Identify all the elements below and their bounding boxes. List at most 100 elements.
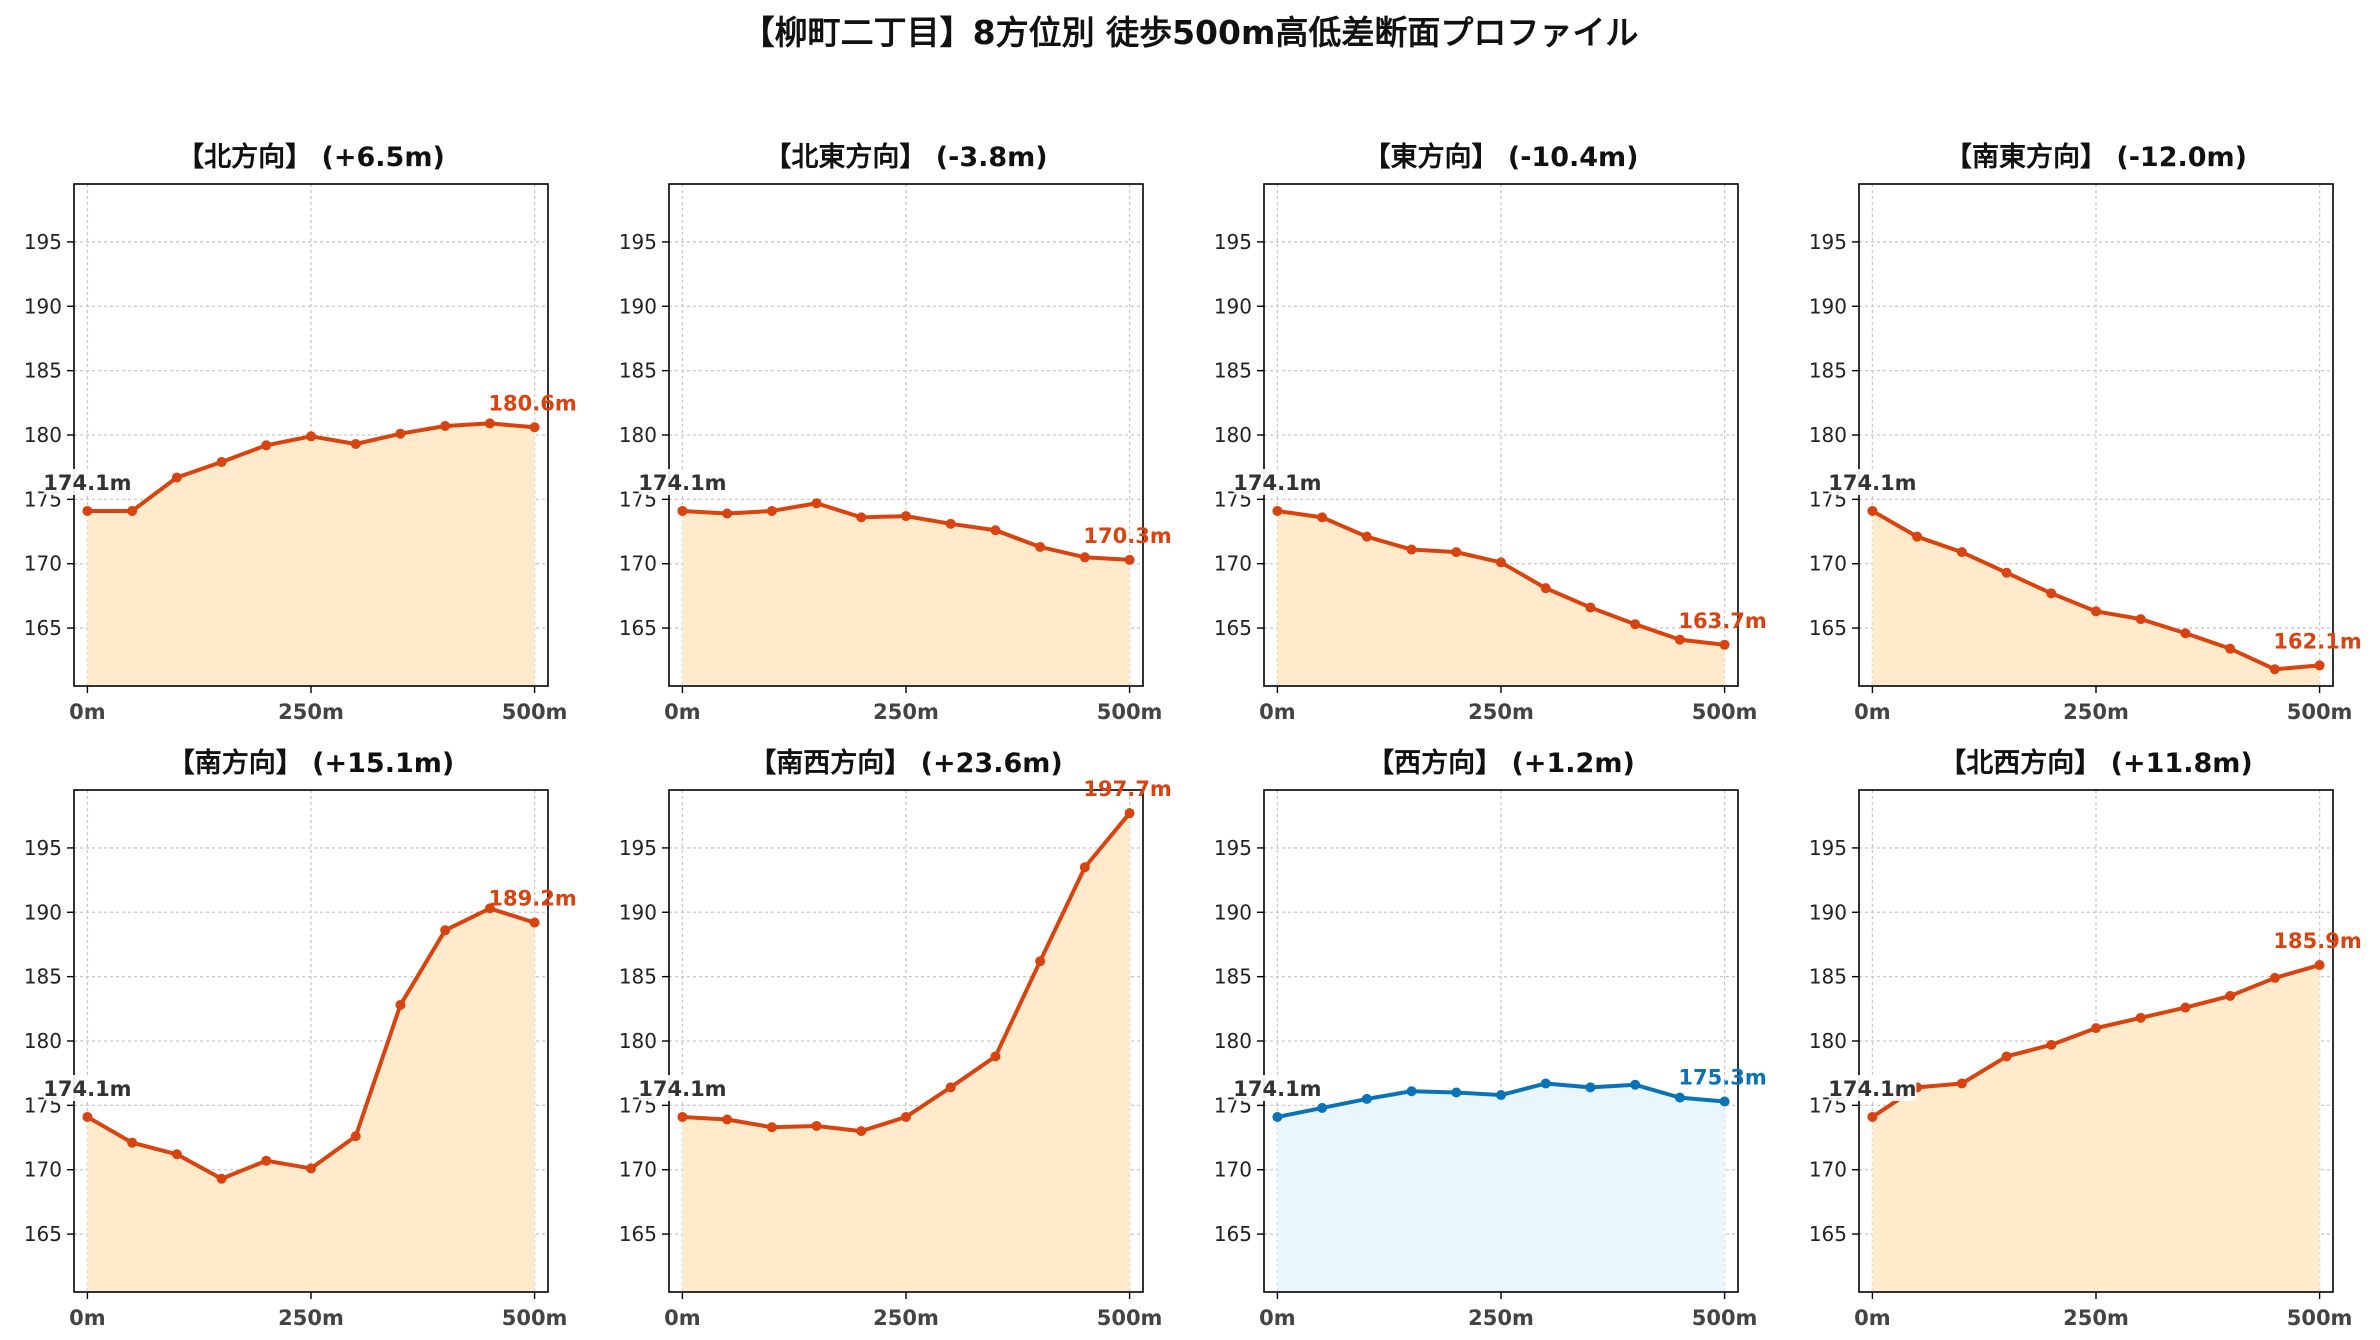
y-tick-label: 185	[24, 359, 62, 383]
y-tick-label: 185	[1809, 965, 1847, 989]
data-point	[1317, 512, 1328, 523]
data-point	[1912, 531, 1923, 542]
start-label-bg	[1233, 468, 1322, 495]
data-point	[1079, 862, 1090, 873]
data-point	[1035, 956, 1046, 967]
data-point	[1956, 547, 1967, 558]
y-tick-label: 165	[619, 616, 657, 640]
data-point	[2180, 628, 2191, 639]
data-point	[1540, 583, 1551, 594]
data-point	[350, 1131, 361, 1142]
data-point	[856, 1126, 867, 1137]
data-point	[484, 903, 495, 914]
data-point	[1956, 1078, 1967, 1089]
end-elevation-label: 185.9m	[2273, 929, 2361, 953]
y-tick-label: 190	[1809, 900, 1847, 924]
x-tick-label: 250m	[278, 700, 344, 724]
subplot-title: 【東方向】 (-10.4m)	[1363, 141, 1638, 173]
data-point	[2314, 960, 2325, 971]
data-point	[1035, 541, 1046, 552]
x-tick-label: 0m	[1854, 1306, 1891, 1330]
data-point	[261, 440, 272, 451]
y-tick-label: 190	[1214, 900, 1252, 924]
y-tick-label: 195	[1809, 230, 1847, 254]
y-tick-label: 180	[1214, 423, 1252, 447]
data-point	[82, 505, 93, 516]
x-tick-label: 250m	[2063, 700, 2129, 724]
data-point	[901, 511, 911, 522]
data-point	[1361, 1093, 1372, 1104]
data-point	[306, 431, 316, 442]
x-tick-label: 250m	[1468, 1306, 1534, 1330]
elevation-area	[1277, 510, 1725, 686]
data-point	[1496, 1090, 1506, 1101]
x-tick-label: 500m	[1097, 1306, 1163, 1330]
data-point	[722, 1114, 733, 1125]
x-tick-label: 500m	[1692, 700, 1758, 724]
y-tick-label: 180	[1809, 1029, 1847, 1053]
data-point	[216, 457, 227, 468]
data-point	[2135, 1012, 2146, 1023]
subplot-title: 【北東方向】 (-3.8m)	[764, 141, 1047, 173]
x-tick-label: 250m	[2063, 1306, 2129, 1330]
data-point	[2225, 643, 2236, 654]
data-point	[1361, 531, 1372, 542]
data-point	[1719, 639, 1730, 650]
data-point	[1867, 505, 1878, 516]
data-point	[350, 439, 361, 450]
end-elevation-label: 189.2m	[488, 887, 576, 911]
y-tick-label: 185	[24, 965, 62, 989]
x-tick-label: 0m	[69, 700, 106, 724]
elevation-area	[1277, 1083, 1725, 1292]
data-point	[127, 505, 138, 516]
x-tick-label: 250m	[873, 700, 939, 724]
data-point	[1124, 808, 1135, 819]
y-tick-label: 195	[1214, 836, 1252, 860]
data-point	[856, 512, 867, 523]
start-elevation-label: 174.1m	[1233, 1077, 1321, 1101]
data-point	[82, 1111, 93, 1122]
data-point	[722, 508, 733, 519]
data-point	[1406, 1086, 1417, 1097]
data-point	[395, 999, 406, 1010]
start-elevation-label: 174.1m	[1233, 471, 1321, 495]
data-point	[440, 420, 451, 431]
data-point	[677, 505, 688, 516]
data-point	[1630, 1079, 1641, 1090]
data-point	[2135, 614, 2146, 625]
subplot-title: 【南方向】 (+15.1m)	[168, 747, 454, 779]
start-label-bg	[1828, 1074, 1917, 1101]
end-elevation-label: 163.7m	[1678, 609, 1766, 633]
y-tick-label: 165	[24, 1222, 62, 1246]
x-tick-label: 0m	[664, 1306, 701, 1330]
subplot-title: 【北西方向】 (+11.8m)	[1939, 747, 2252, 779]
data-point	[1674, 634, 1685, 645]
data-point	[1317, 1102, 1328, 1113]
y-tick-label: 190	[1214, 294, 1252, 318]
y-tick-label: 185	[1214, 359, 1252, 383]
start-elevation-label: 174.1m	[43, 1077, 131, 1101]
y-tick-label: 170	[1214, 552, 1252, 576]
y-tick-label: 190	[24, 294, 62, 318]
y-tick-label: 165	[1214, 1222, 1252, 1246]
y-tick-label: 185	[1214, 965, 1252, 989]
y-tick-label: 170	[619, 552, 657, 576]
y-tick-label: 170	[24, 552, 62, 576]
data-point	[766, 505, 777, 516]
data-point	[945, 1082, 956, 1093]
y-tick-label: 180	[1214, 1029, 1252, 1053]
y-tick-label: 180	[619, 1029, 657, 1053]
elevation-area	[682, 813, 1130, 1292]
y-tick-label: 165	[24, 616, 62, 640]
data-point	[1719, 1096, 1730, 1107]
data-point	[2001, 567, 2012, 578]
x-tick-label: 500m	[2287, 700, 2353, 724]
data-point	[811, 498, 822, 509]
data-point	[171, 1149, 182, 1160]
x-tick-label: 0m	[69, 1306, 106, 1330]
start-elevation-label: 174.1m	[1828, 1077, 1916, 1101]
x-tick-label: 0m	[1259, 1306, 1296, 1330]
